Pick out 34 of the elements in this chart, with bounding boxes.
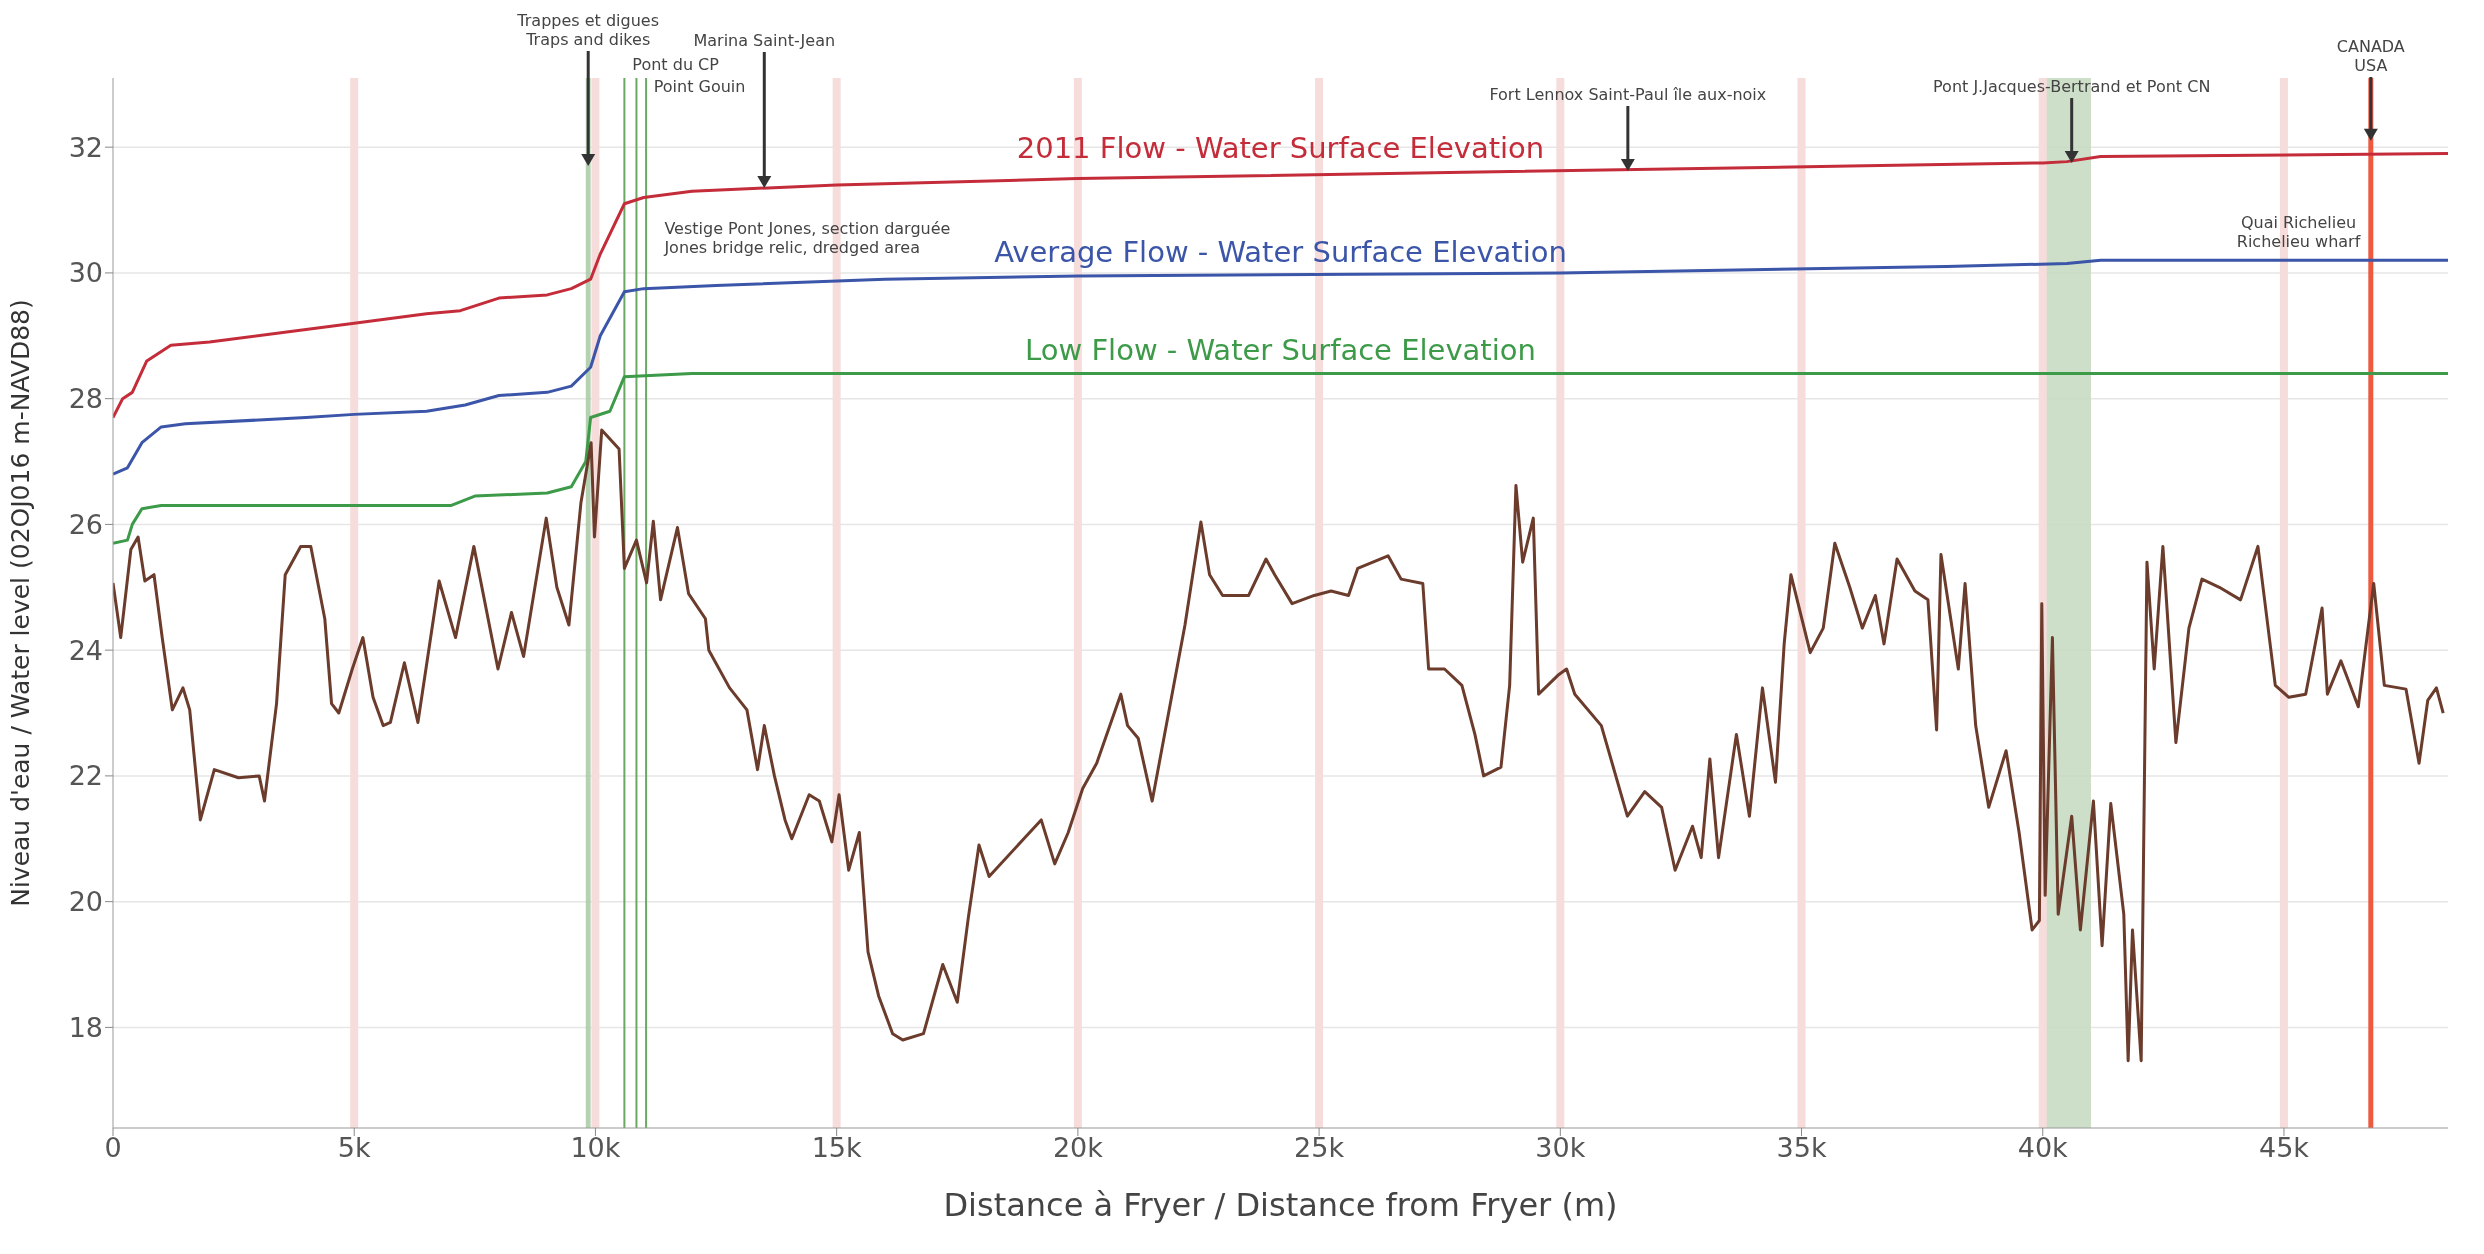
text: Pont du CP [632, 55, 720, 74]
annotation: Trappes et digues Traps and dikes [516, 11, 660, 49]
x-tick-label: 0 [104, 1132, 122, 1164]
annotation: Pont J.Jacques-Bertrand et Pont CN [1933, 77, 2211, 96]
x-axis-title: Distance à Fryer / Distance from Fryer (m) [943, 1186, 1618, 1224]
annotation: Point Gouin [653, 77, 746, 96]
y-axis-title: Niveau d'eau / Water level (02OJ016 m-NAVD88) [5, 299, 35, 907]
series-label: 2011 Flow - Water Surface Elevation [1016, 131, 1545, 166]
x-tick-label: 30k [1535, 1132, 1586, 1164]
x-tick-label: 5k [337, 1132, 371, 1164]
annotation: Quai Richelieu Richelieu wharf [2236, 213, 2361, 251]
x-tick-label: 40k [2017, 1132, 2069, 1164]
y-tick-label: 28 [68, 383, 103, 415]
line-series [113, 372, 2448, 545]
x-tick-label: 20k [1052, 1132, 1104, 1164]
y-tick-label: 24 [68, 634, 103, 666]
y-tick-label: 30 [68, 257, 103, 289]
x-tick-label: 35k [1776, 1132, 1827, 1164]
annotation: Marina Saint-Jean [693, 31, 836, 50]
annotation: CANADA USA [2336, 37, 2405, 75]
y-tick-label: 32 [68, 131, 103, 163]
series-label: Average Flow - Water Surface Elevation [994, 235, 1567, 270]
annotation: Fort Lennox Saint-Paul île aux-noix [1489, 85, 1767, 104]
y-tick-label: 18 [68, 1011, 103, 1043]
series-label: Low Flow - Water Surface Elevation [1025, 332, 1536, 367]
x-tick-label: 25k [1294, 1132, 1345, 1164]
x-tick-label: 15k [811, 1132, 863, 1164]
y-tick-label: 20 [68, 886, 103, 918]
y-tick-label: 26 [68, 508, 103, 540]
line-series [113, 428, 2445, 1063]
x-tick-label: 10k [570, 1132, 621, 1164]
annotation: Vestige Pont Jones, section darguée Jones bridge relic, dredged area [663, 218, 951, 257]
y-tick-label: 22 [68, 760, 103, 792]
x-tick-label: 45k [2258, 1132, 2310, 1164]
